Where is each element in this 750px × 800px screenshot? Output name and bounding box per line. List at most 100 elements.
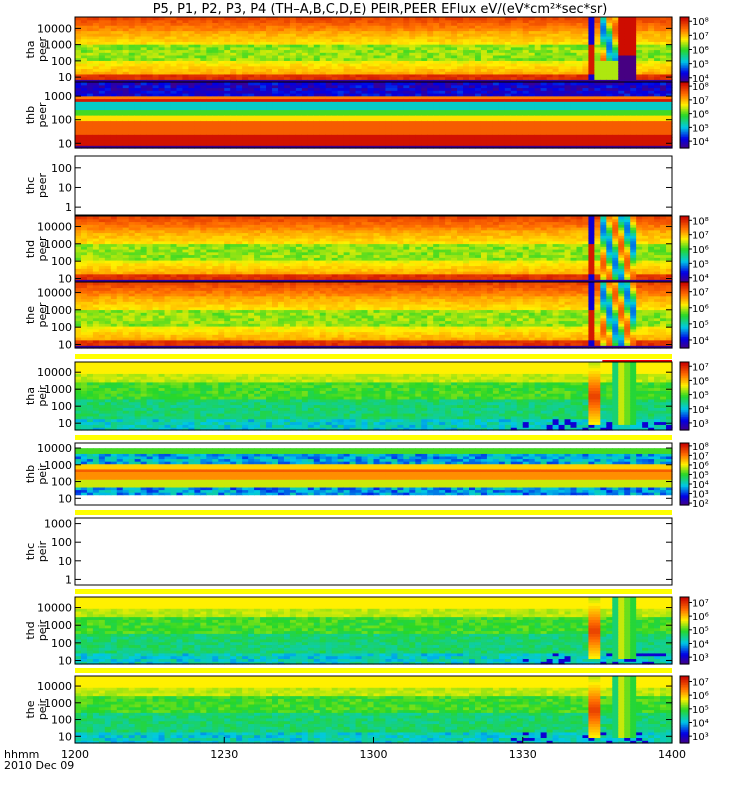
heatmap-cell <box>486 41 494 45</box>
heatmap-cell <box>379 104 387 108</box>
heatmap-cell <box>582 68 590 72</box>
heatmap-cell <box>433 115 440 119</box>
heatmap-cell <box>295 84 303 89</box>
heatmap-cell <box>636 33 643 37</box>
heatmap-cell <box>361 93 369 97</box>
heatmap-cell <box>564 68 572 72</box>
heatmap-cell <box>546 17 554 21</box>
heatmap-cell <box>582 65 590 70</box>
heatmap-cell <box>373 25 381 29</box>
heatmap-cell <box>385 93 393 97</box>
heatmap-cell <box>188 120 195 124</box>
heatmap-cell <box>433 27 440 32</box>
heatmap-cell <box>200 60 207 64</box>
heatmap-cell <box>582 46 590 51</box>
heatmap-cell <box>331 22 339 26</box>
heatmap-cell <box>182 33 190 37</box>
heatmap-cell <box>194 30 201 34</box>
heatmap-cell <box>176 115 184 119</box>
heatmap-cell <box>146 46 154 51</box>
heatmap-cell <box>576 41 584 45</box>
heatmap-cell <box>445 131 452 135</box>
heatmap-cell <box>313 82 321 86</box>
heatmap-cell <box>194 101 201 105</box>
colorbar-cell <box>680 20 689 23</box>
heatmap-cell <box>140 98 148 102</box>
heatmap-cell <box>492 19 500 24</box>
heatmap-cell <box>498 76 506 80</box>
heatmap-cell <box>236 41 243 45</box>
heatmap-cell <box>236 131 243 135</box>
heatmap-cell <box>230 52 237 56</box>
heatmap-cell <box>152 112 160 116</box>
heatmap-cell <box>116 120 124 124</box>
heatmap-cell <box>331 84 339 89</box>
heatmap-cell <box>146 101 154 105</box>
heatmap-cell <box>295 76 303 80</box>
heatmap-cell <box>307 33 315 37</box>
heatmap-cell <box>373 33 381 37</box>
heatmap-cell <box>212 60 219 64</box>
heatmap-cell <box>254 142 261 146</box>
heatmap-cell <box>134 104 142 108</box>
heatmap-cell <box>176 117 184 122</box>
heatmap-cell <box>134 49 142 53</box>
heatmap-cell <box>92 73 100 78</box>
heatmap-cell <box>463 93 470 97</box>
heatmap-cell <box>266 19 273 24</box>
heatmap-cell <box>176 63 184 67</box>
heatmap-cell <box>403 54 410 59</box>
heatmap-cell <box>242 131 249 135</box>
heatmap-cell <box>170 104 178 108</box>
heatmap-cell <box>421 84 428 89</box>
heatmap-cell <box>325 49 333 53</box>
heatmap-cell <box>552 25 560 29</box>
heatmap-cell <box>331 137 339 141</box>
heatmap-cell <box>301 90 309 94</box>
heatmap-cell <box>194 46 201 51</box>
heatmap-cell <box>248 57 255 61</box>
heatmap-cell <box>248 95 255 100</box>
heatmap-cell <box>164 115 172 119</box>
heatmap-cell <box>427 142 434 146</box>
heatmap-cell <box>86 145 94 149</box>
heatmap-cell <box>122 65 130 70</box>
heatmap-cell <box>313 90 321 94</box>
heatmap-cell <box>75 41 82 45</box>
heatmap-cell <box>152 142 160 146</box>
heatmap-cell <box>272 44 279 48</box>
heatmap-cell <box>618 27 625 32</box>
heatmap-cell <box>164 104 172 108</box>
heatmap-cell <box>421 128 428 133</box>
heatmap-cell <box>403 115 410 119</box>
heatmap-cell <box>439 49 446 53</box>
heatmap-cell <box>564 27 572 32</box>
heatmap-cell <box>361 126 369 130</box>
heatmap-cell <box>474 142 482 146</box>
heatmap-cell <box>648 30 655 34</box>
heatmap-cell <box>367 112 375 116</box>
heatmap-cell <box>367 73 375 78</box>
heatmap-cell <box>504 19 512 24</box>
heatmap-cell <box>463 84 470 89</box>
heatmap-cell <box>164 90 172 94</box>
heatmap-cell <box>618 68 625 72</box>
heatmap-cell <box>498 52 506 56</box>
heatmap-cell <box>367 44 375 48</box>
heatmap-cell <box>642 33 649 37</box>
heatmap-cell <box>176 90 184 94</box>
heatmap-cell <box>516 60 524 64</box>
heatmap-cell <box>612 17 619 21</box>
heatmap-cell <box>385 101 393 105</box>
heatmap-cell <box>224 106 231 111</box>
heatmap-cell <box>200 82 207 86</box>
heatmap-cell <box>313 126 321 130</box>
heatmap-cell <box>206 38 213 42</box>
heatmap-cell <box>546 134 554 138</box>
heatmap-cell <box>642 27 649 32</box>
heatmap-cell <box>361 106 369 111</box>
heatmap-cell <box>218 90 225 94</box>
heatmap-cell <box>445 27 452 32</box>
heatmap-cell <box>439 57 446 61</box>
